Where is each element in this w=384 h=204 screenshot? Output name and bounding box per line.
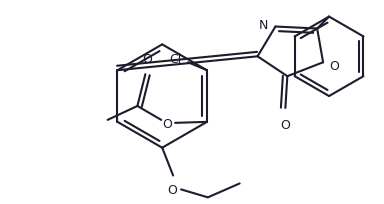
Text: O: O: [329, 59, 339, 72]
Text: O: O: [167, 184, 177, 196]
Text: Cl: Cl: [169, 53, 181, 65]
Text: O: O: [142, 53, 152, 66]
Text: O: O: [162, 118, 172, 131]
Text: O: O: [280, 118, 290, 131]
Text: N: N: [259, 19, 268, 32]
